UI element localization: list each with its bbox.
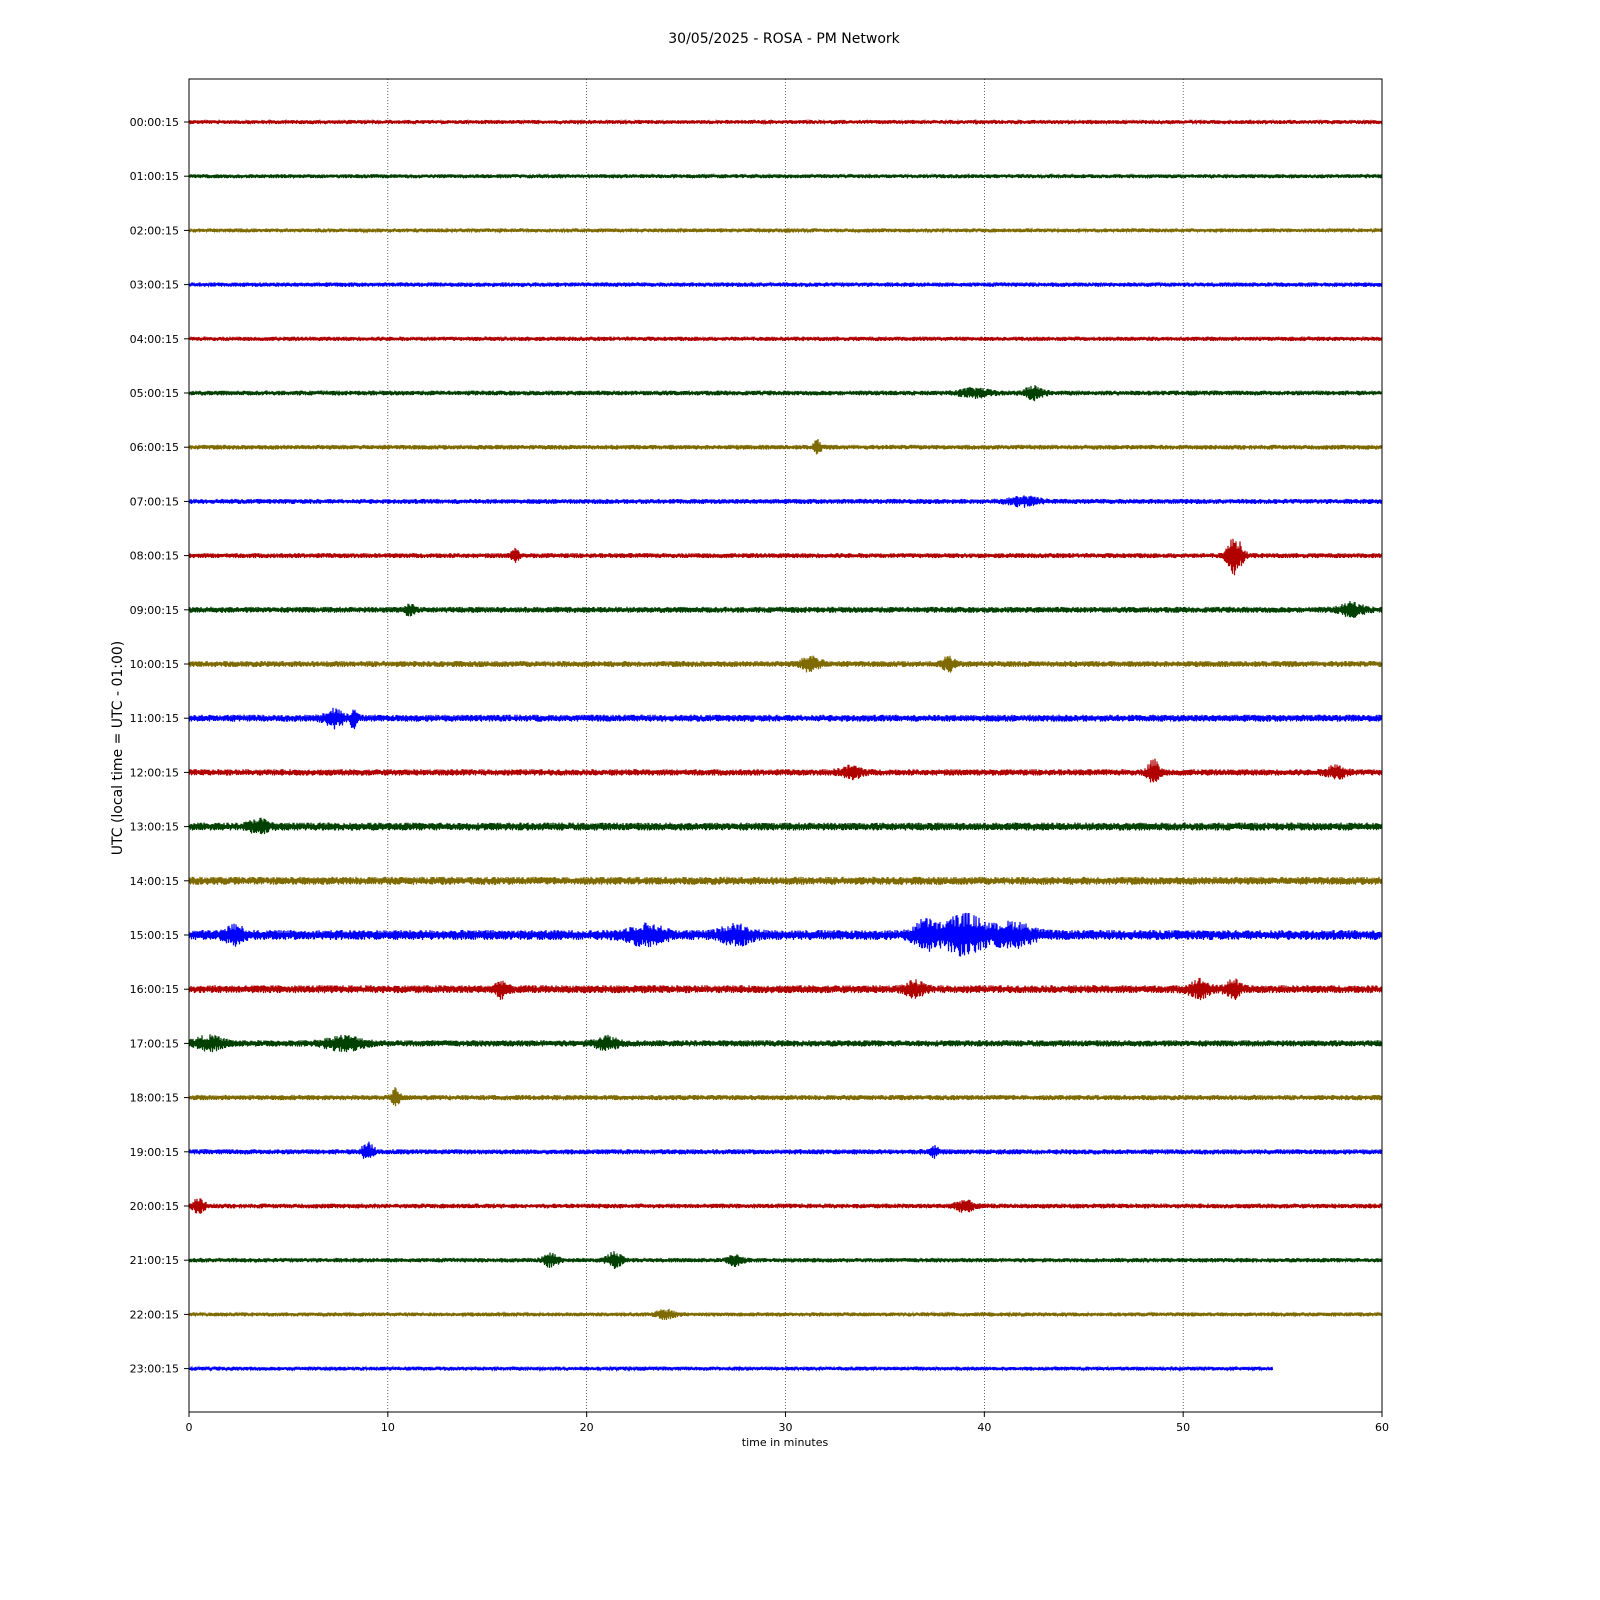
y-axis-label: UTC (local time = UTC - 01:00) xyxy=(110,641,126,856)
trace-line xyxy=(188,600,1383,618)
x-tick-label: 20 xyxy=(580,1421,594,1434)
y-tick-label: 03:00:15 xyxy=(130,279,179,292)
x-axis-ticks: 0 10 20 30 40 50 60 xyxy=(186,1412,1389,1434)
y-tick-label: 22:00:15 xyxy=(130,1308,179,1321)
x-tick-label: 40 xyxy=(977,1421,991,1434)
grid-lines xyxy=(387,79,1184,1412)
chart-title: 30/05/2025 - ROSA - PM Network xyxy=(668,31,900,47)
x-tick-label: 60 xyxy=(1375,1421,1389,1434)
y-tick-label: 07:00:15 xyxy=(130,495,179,508)
trace-line xyxy=(188,912,1383,957)
trace-line xyxy=(188,1034,1383,1053)
trace-line xyxy=(188,1141,1383,1159)
y-tick-label: 05:00:15 xyxy=(130,387,179,400)
trace-line xyxy=(188,1087,1383,1107)
x-tick-label: 30 xyxy=(779,1421,793,1434)
y-tick-label: 08:00:15 xyxy=(130,550,179,563)
trace-line xyxy=(188,385,1383,402)
y-tick-label: 00:00:15 xyxy=(130,116,179,129)
trace-line xyxy=(188,707,1383,730)
trace-line xyxy=(188,438,1383,455)
trace-line xyxy=(188,335,1383,343)
trace-line xyxy=(188,1198,1383,1214)
trace-line xyxy=(188,1308,1383,1321)
trace-line xyxy=(188,1251,1383,1270)
trace-line xyxy=(188,538,1383,576)
trace-line xyxy=(188,817,1383,835)
x-axis-label: time in minutes xyxy=(742,1436,829,1449)
y-tick-label: 06:00:15 xyxy=(130,441,179,454)
y-tick-label: 01:00:15 xyxy=(130,170,179,183)
trace-line xyxy=(188,655,1383,673)
trace-line xyxy=(188,281,1383,288)
y-tick-label: 13:00:15 xyxy=(130,821,179,834)
trace-line xyxy=(188,172,1383,180)
y-tick-label: 17:00:15 xyxy=(130,1037,179,1050)
y-tick-label: 18:00:15 xyxy=(130,1092,179,1105)
x-tick-label: 10 xyxy=(381,1421,395,1434)
y-tick-label: 10:00:15 xyxy=(130,658,179,671)
y-tick-label: 20:00:15 xyxy=(130,1200,179,1213)
trace-line xyxy=(188,226,1383,234)
y-tick-label: 09:00:15 xyxy=(130,604,179,617)
x-tick-label: 50 xyxy=(1176,1421,1190,1434)
y-tick-label: 19:00:15 xyxy=(130,1146,179,1159)
trace-line xyxy=(188,977,1383,1001)
y-tick-label: 04:00:15 xyxy=(130,333,179,346)
y-tick-label: 16:00:15 xyxy=(130,983,179,996)
trace-line xyxy=(188,495,1383,508)
y-tick-label: 21:00:15 xyxy=(130,1254,179,1267)
y-tick-label: 15:00:15 xyxy=(130,929,179,942)
y-tick-label: 12:00:15 xyxy=(130,766,179,779)
seismic-traces xyxy=(188,118,1383,1373)
y-tick-label: 11:00:15 xyxy=(130,712,179,725)
trace-line xyxy=(188,1365,1274,1373)
trace-line xyxy=(188,876,1383,885)
y-axis-ticks: 00:00:15 01:00:15 02:00:15 03:00:15 04:00:15… xyxy=(130,116,189,1376)
y-tick-label: 14:00:15 xyxy=(130,875,179,888)
y-tick-label: 23:00:15 xyxy=(130,1363,179,1376)
trace-line xyxy=(188,118,1383,126)
x-tick-label: 0 xyxy=(186,1421,193,1434)
trace-line xyxy=(188,758,1383,783)
y-tick-label: 02:00:15 xyxy=(130,224,179,237)
